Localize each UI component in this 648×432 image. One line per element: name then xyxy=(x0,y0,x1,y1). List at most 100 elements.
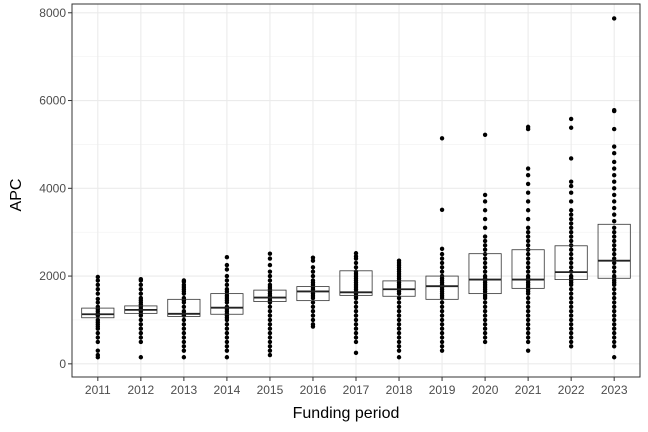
data-point xyxy=(267,251,273,256)
data-point xyxy=(396,291,402,296)
data-point xyxy=(396,313,402,318)
data-point xyxy=(611,344,617,349)
data-point xyxy=(439,313,445,318)
data-point xyxy=(439,207,445,213)
data-point xyxy=(568,179,574,184)
data-point xyxy=(95,326,101,331)
data-point xyxy=(525,308,531,314)
data-point xyxy=(525,243,531,248)
data-point xyxy=(568,229,574,235)
data-point xyxy=(568,317,574,323)
data-point xyxy=(482,234,488,239)
data-point xyxy=(95,282,101,288)
data-point xyxy=(611,295,617,301)
x-tick-label: 2017 xyxy=(343,383,370,397)
data-point xyxy=(224,282,230,288)
data-point xyxy=(95,355,101,360)
data-point xyxy=(396,304,402,309)
data-point xyxy=(482,199,488,204)
data-point xyxy=(525,238,531,244)
data-point xyxy=(611,108,617,114)
data-point xyxy=(224,344,230,349)
data-point xyxy=(525,291,531,296)
data-point xyxy=(267,269,273,274)
data-point xyxy=(525,326,531,331)
data-point xyxy=(611,260,617,266)
data-point xyxy=(396,339,402,345)
data-point xyxy=(482,208,488,213)
data-point xyxy=(224,273,230,279)
data-point xyxy=(482,265,488,270)
data-point xyxy=(95,348,101,353)
data-point xyxy=(224,322,230,327)
data-point xyxy=(568,322,574,327)
data-point xyxy=(568,339,574,345)
data-point xyxy=(525,339,531,345)
data-point xyxy=(482,132,488,137)
data-point xyxy=(267,313,273,318)
data-point xyxy=(611,219,617,224)
data-point xyxy=(396,300,402,305)
data-point xyxy=(224,317,230,323)
data-point xyxy=(568,247,574,252)
data-point xyxy=(611,269,617,274)
data-point xyxy=(95,330,101,336)
data-point xyxy=(267,262,273,268)
box-2017 xyxy=(339,270,373,296)
data-point xyxy=(482,322,488,327)
data-point xyxy=(525,317,531,323)
data-point xyxy=(611,179,617,184)
data-point xyxy=(525,313,531,318)
data-point xyxy=(525,181,531,187)
data-point xyxy=(439,339,445,345)
y-tick-label: 0 xyxy=(59,357,66,371)
data-point xyxy=(310,300,316,305)
points-layer xyxy=(95,16,617,360)
data-point xyxy=(353,260,359,266)
data-point xyxy=(611,291,617,296)
data-point xyxy=(482,330,488,336)
data-point xyxy=(525,190,531,195)
data-point xyxy=(611,192,617,198)
data-point xyxy=(224,330,230,336)
data-point xyxy=(482,300,488,305)
data-point xyxy=(396,355,402,360)
data-point xyxy=(353,335,359,340)
data-point xyxy=(568,335,574,340)
data-point xyxy=(568,291,574,296)
y-tick-label: 8000 xyxy=(39,6,66,20)
data-point xyxy=(568,208,574,213)
data-point xyxy=(138,282,144,288)
x-tick-label: 2012 xyxy=(127,383,154,397)
y-tick-label: 2000 xyxy=(39,269,66,283)
data-point xyxy=(568,125,574,130)
data-point xyxy=(568,238,574,244)
data-point xyxy=(310,324,316,329)
data-point xyxy=(310,255,316,260)
data-point xyxy=(267,344,273,349)
x-tick-label: 2018 xyxy=(386,383,413,397)
data-point xyxy=(224,255,230,260)
data-point xyxy=(267,339,273,345)
data-point xyxy=(138,287,144,292)
data-point xyxy=(525,295,531,301)
box-2016 xyxy=(296,286,330,302)
data-point xyxy=(611,287,617,292)
data-point xyxy=(396,326,402,331)
data-point xyxy=(611,355,617,360)
data-point xyxy=(568,190,574,195)
data-point xyxy=(439,348,445,353)
data-point xyxy=(482,269,488,274)
data-point xyxy=(525,304,531,309)
data-point xyxy=(525,166,531,171)
data-point xyxy=(482,304,488,309)
data-point xyxy=(310,273,316,279)
data-point xyxy=(568,308,574,314)
data-point xyxy=(439,136,445,141)
data-point xyxy=(611,212,617,217)
data-point xyxy=(95,296,101,302)
data-point xyxy=(267,330,273,336)
data-point xyxy=(396,335,402,340)
data-point xyxy=(482,308,488,314)
